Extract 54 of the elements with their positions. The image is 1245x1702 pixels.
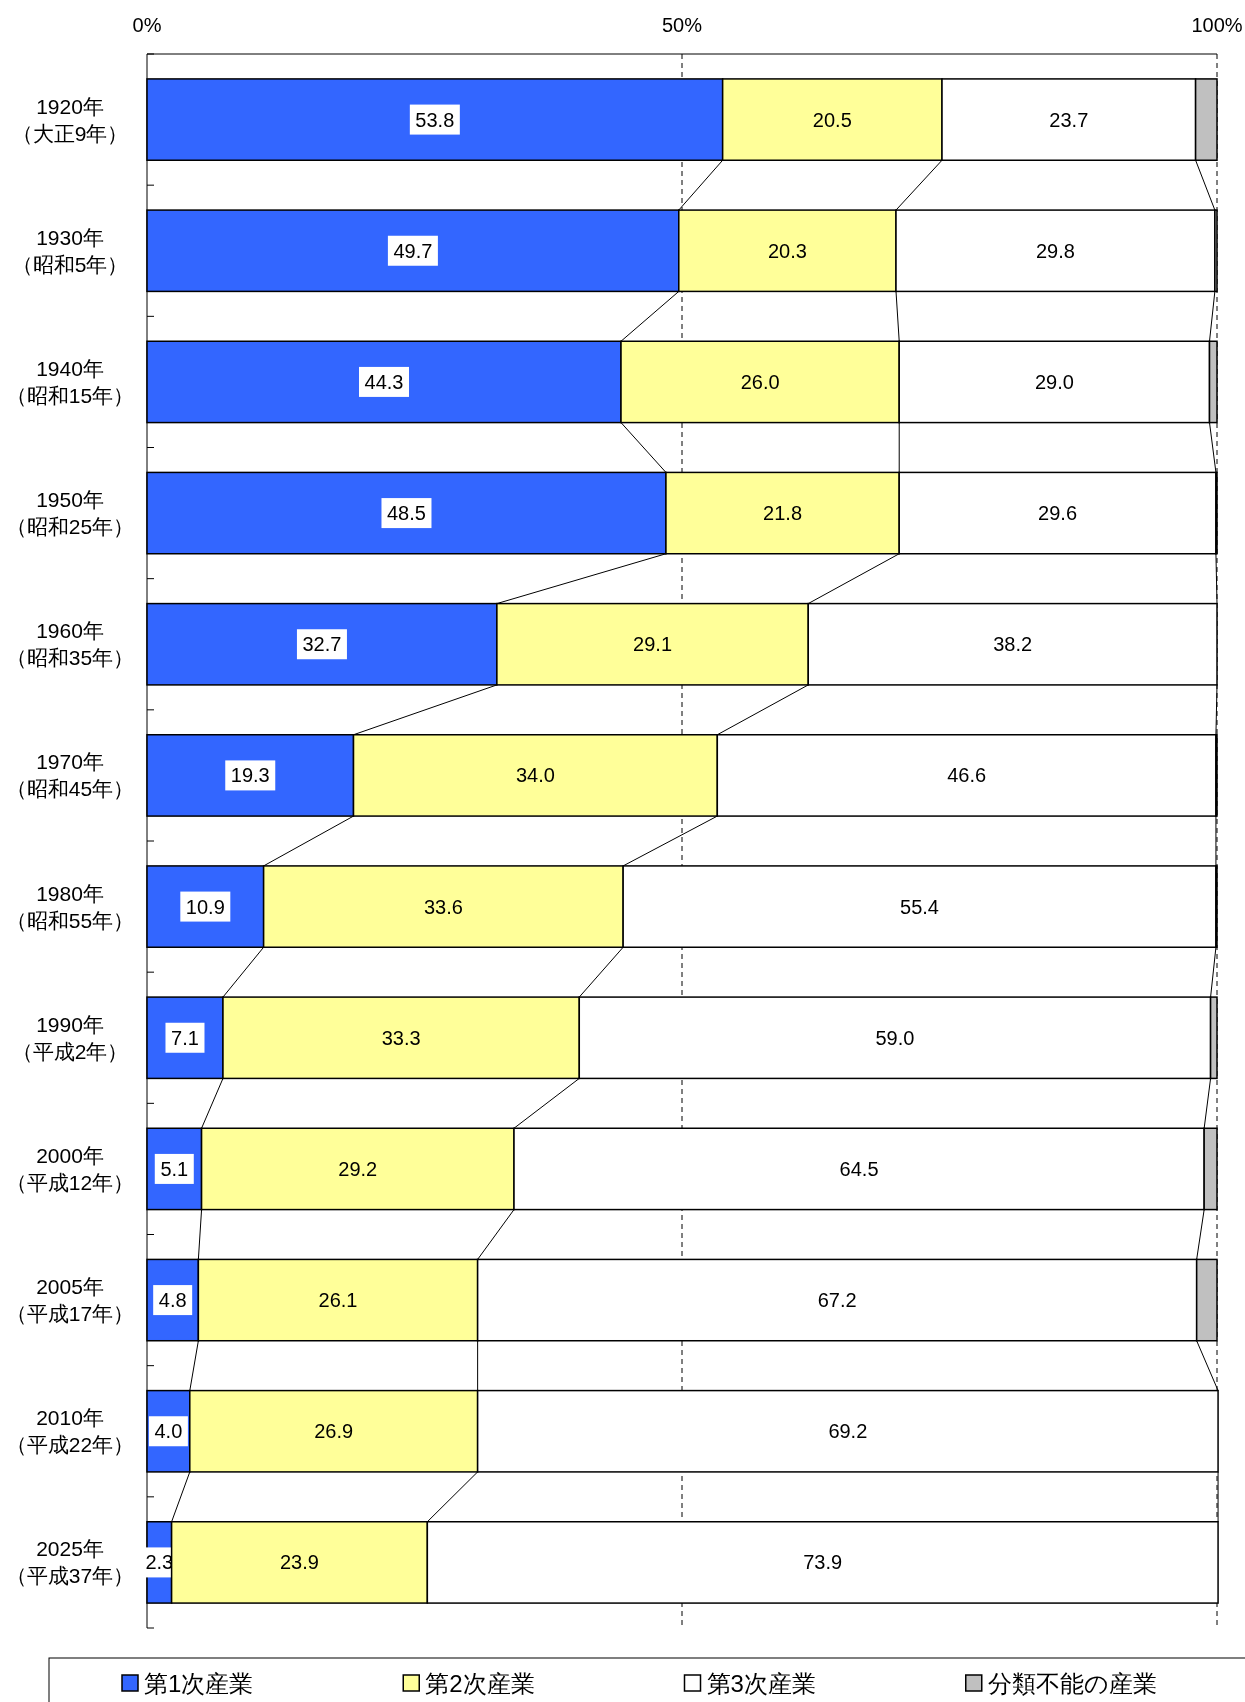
data-label: 67.2: [817, 1289, 857, 1312]
x-tick-label: 0%: [132, 14, 162, 36]
data-label: 46.6: [947, 764, 987, 787]
data-label: 29.0: [1034, 370, 1074, 393]
data-label: 38.2: [993, 633, 1033, 656]
data-label: 29.6: [1038, 502, 1078, 525]
y-tick-label: 2005年（平成17年）: [5, 1275, 135, 1326]
data-label: 34.0: [515, 764, 555, 787]
data-label: 44.3: [364, 370, 404, 393]
data-label: 20.3: [767, 239, 807, 262]
legend-label: 分類不能の産業: [987, 1670, 1157, 1697]
data-label: 49.7: [393, 239, 433, 262]
data-label: 48.5: [387, 502, 426, 525]
data-label: 33.6: [423, 895, 463, 918]
y-tick-label: 1970年（昭和45年）: [5, 750, 135, 801]
data-label: 26.0: [740, 370, 780, 393]
legend-label: 第3次産業: [706, 1670, 816, 1697]
data-label: 32.7: [302, 633, 342, 656]
y-tick-label: 1960年（昭和35年）: [5, 619, 135, 670]
y-tick-label: 1940年（昭和15年）: [5, 356, 135, 407]
data-label: 26.9: [314, 1420, 354, 1443]
data-label: 73.9: [803, 1551, 843, 1574]
y-tick-label: 1920年（大正9年）: [11, 94, 129, 145]
y-tick-label: 1950年（昭和25年）: [5, 488, 135, 539]
data-label: 33.3: [381, 1026, 421, 1049]
y-tick-label: 1990年（平成2年）: [11, 1012, 129, 1063]
y-tick-label: 2010年（平成22年）: [5, 1406, 135, 1457]
data-label: 26.1: [318, 1289, 358, 1312]
data-label: 21.8: [763, 502, 803, 525]
data-label: 20.5: [812, 108, 852, 131]
data-label: 23.7: [1049, 108, 1089, 131]
data-label: 53.8: [415, 108, 455, 131]
data-label: 29.1: [633, 633, 673, 656]
x-tick-label: 100%: [1191, 14, 1243, 36]
data-label: 4.0: [154, 1420, 183, 1443]
data-label: 69.2: [828, 1420, 868, 1443]
legend-label: 第2次産業: [425, 1670, 535, 1697]
data-label: 4.8: [158, 1289, 187, 1312]
data-label: 5.1: [160, 1157, 189, 1180]
data-label: 59.0: [875, 1026, 915, 1049]
legend-label: 第1次産業: [144, 1670, 254, 1697]
data-label: 7.1: [171, 1026, 199, 1049]
x-tick-label: 50%: [661, 14, 703, 36]
data-label: 55.4: [900, 895, 940, 918]
y-tick-label: 1930年（昭和5年）: [11, 225, 129, 276]
data-label: 29.2: [338, 1157, 378, 1180]
y-tick-label: 2025年（平成37年）: [5, 1537, 135, 1588]
data-label: 29.8: [1035, 239, 1075, 262]
y-tick-label: 1980年（昭和55年）: [5, 881, 135, 932]
y-tick-label: 2000年（平成12年）: [5, 1143, 135, 1194]
data-label: 10.9: [185, 895, 225, 918]
data-label: 64.5: [839, 1157, 879, 1180]
data-label: 23.9: [280, 1551, 319, 1574]
data-label: 19.3: [230, 764, 270, 787]
